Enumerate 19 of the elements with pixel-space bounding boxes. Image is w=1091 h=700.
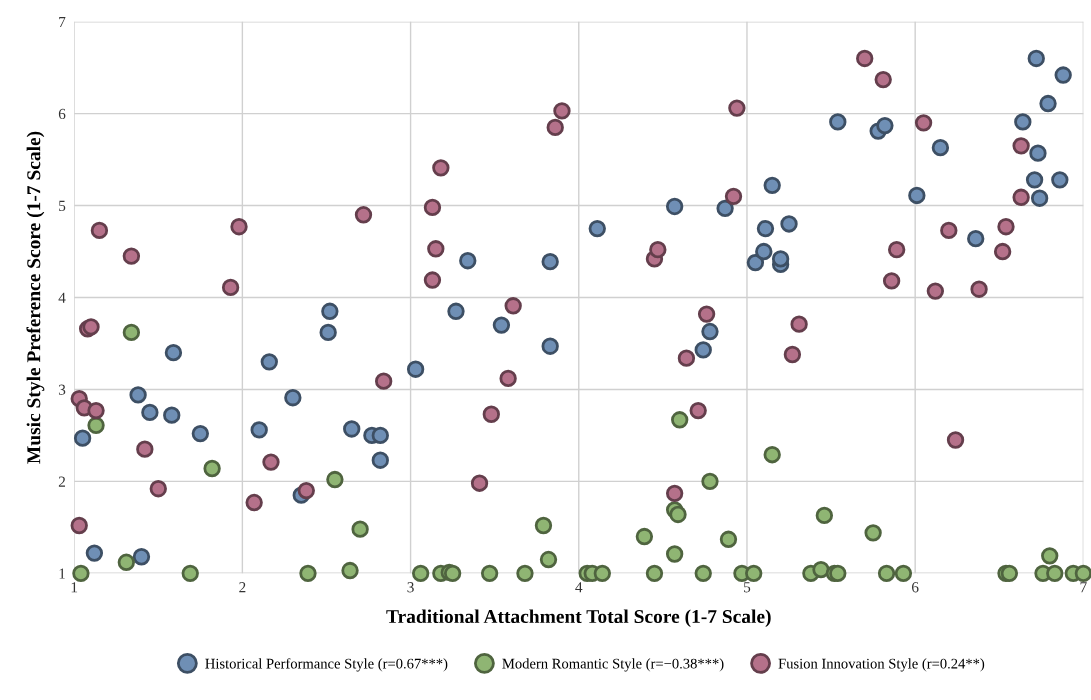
legend-label: Modern Romantic Style (r=−0.38***) (502, 658, 724, 672)
y-tick-label: 5 (59, 200, 66, 212)
x-tick-label: 7 (1080, 582, 1087, 593)
y-tick-label: 6 (58, 108, 66, 120)
y-tick-label: 1 (59, 568, 65, 579)
y-tick-label: 2 (58, 476, 66, 487)
x-tick-label: 2 (239, 582, 246, 593)
x-tick-label: 4 (575, 582, 583, 593)
y-axis-title: Music Style Preference Score (1-7 Scale) (26, 131, 45, 464)
x-tick-label: 6 (912, 582, 919, 593)
x-tick-label: 5 (744, 582, 751, 593)
y-tick-label: 4 (58, 292, 66, 303)
y-tick-label: 3 (58, 384, 66, 395)
x-tick-label: 3 (407, 582, 414, 593)
x-tick-label: 1 (71, 582, 78, 593)
x-axis-title: Traditional Attachment Total Score (1-7 Scale) (386, 609, 771, 628)
legend-label: Fusion Innovation Style (r=0.24**) (778, 658, 985, 672)
legend-label: Historical Performance Style (r=0.67***) (205, 658, 448, 672)
y-tick-label: 7 (59, 17, 66, 27)
